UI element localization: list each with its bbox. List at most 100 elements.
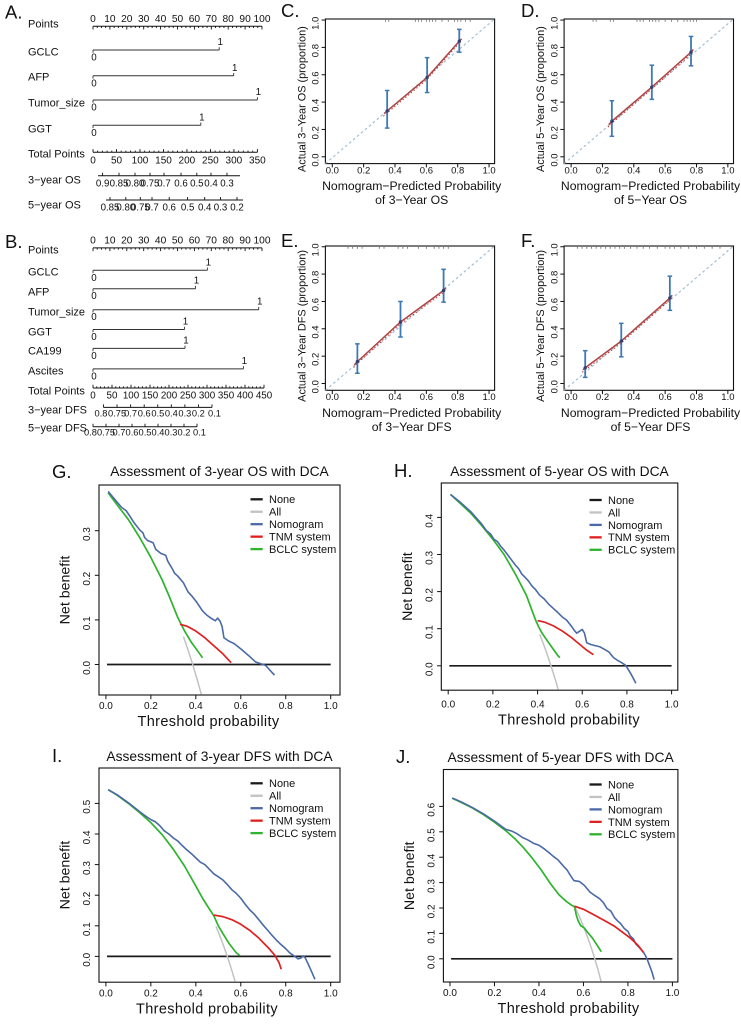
svg-text:0.8: 0.8 — [621, 988, 635, 999]
svg-text:3−year OS: 3−year OS — [28, 175, 81, 187]
svg-text:B.: B. — [5, 231, 22, 252]
svg-text:0.4: 0.4 — [549, 325, 560, 338]
svg-text:0.2: 0.2 — [178, 428, 191, 438]
svg-text:20: 20 — [121, 235, 133, 246]
svg-text:TNM system: TNM system — [269, 532, 331, 544]
svg-text:0.4: 0.4 — [627, 392, 640, 403]
svg-text:0.7: 0.7 — [113, 428, 126, 438]
svg-text:0.6: 0.6 — [549, 71, 560, 84]
svg-text:0.6: 0.6 — [162, 203, 175, 214]
svg-text:0.3: 0.3 — [424, 551, 435, 565]
svg-text:C.: C. — [281, 0, 300, 21]
svg-text:1.0: 1.0 — [324, 701, 338, 712]
svg-text:None: None — [269, 778, 295, 790]
svg-text:Tumor_size: Tumor_size — [28, 307, 85, 319]
svg-text:Threshold probability: Threshold probability — [138, 714, 280, 730]
svg-text:Assessment of 5-year DFS with: Assessment of 5-year DFS with DCA — [448, 750, 675, 765]
svg-text:0: 0 — [91, 371, 97, 382]
svg-text:200: 200 — [161, 390, 178, 401]
svg-text:60: 60 — [189, 235, 201, 246]
svg-text:0.0: 0.0 — [82, 952, 93, 966]
svg-text:0.8: 0.8 — [549, 271, 560, 284]
svg-text:AFP: AFP — [28, 72, 49, 84]
svg-text:0.0: 0.0 — [564, 165, 577, 176]
svg-text:Assessment of 5-year OS with D: Assessment of 5-year OS with DCA — [450, 464, 669, 479]
svg-text:of 5−Year DFS: of 5−Year DFS — [611, 420, 691, 434]
svg-text:0.4: 0.4 — [311, 99, 322, 112]
svg-text:1.0: 1.0 — [482, 392, 495, 403]
svg-text:0.2: 0.2 — [82, 891, 93, 905]
svg-text:0.4: 0.4 — [388, 165, 401, 176]
svg-text:0.6: 0.6 — [311, 71, 322, 84]
svg-text:All: All — [269, 507, 281, 519]
svg-text:450: 450 — [256, 390, 273, 401]
svg-text:0.4: 0.4 — [189, 988, 203, 999]
svg-text:0: 0 — [91, 53, 97, 64]
svg-text:1.0: 1.0 — [482, 165, 495, 176]
svg-text:CA199: CA199 — [28, 346, 62, 358]
svg-text:1.0: 1.0 — [721, 165, 734, 176]
svg-text:0.4: 0.4 — [549, 99, 560, 112]
svg-text:0.8: 0.8 — [620, 700, 634, 711]
svg-text:Actual 5−Year DFS (proportion): Actual 5−Year DFS (proportion) — [535, 250, 547, 402]
svg-text:100: 100 — [123, 390, 140, 401]
svg-text:Assessment of 3-year OS with D: Assessment of 3-year OS with DCA — [110, 464, 329, 479]
svg-text:Total Points: Total Points — [28, 149, 85, 161]
svg-text:1: 1 — [256, 87, 261, 98]
svg-text:TNM system: TNM system — [269, 816, 331, 828]
svg-text:50: 50 — [172, 14, 184, 25]
svg-text:J.: J. — [396, 746, 410, 767]
svg-text:50: 50 — [172, 235, 184, 246]
svg-text:300: 300 — [226, 156, 243, 167]
svg-text:GGT: GGT — [28, 124, 52, 136]
svg-text:1: 1 — [217, 37, 222, 48]
svg-text:0.0: 0.0 — [311, 380, 322, 393]
svg-text:Ascites: Ascites — [28, 366, 64, 378]
svg-text:0.0: 0.0 — [99, 701, 113, 712]
svg-text:0.3: 0.3 — [82, 861, 93, 875]
svg-text:0.5: 0.5 — [139, 428, 152, 438]
svg-text:350: 350 — [249, 156, 266, 167]
svg-text:50: 50 — [111, 156, 123, 167]
svg-text:0.4: 0.4 — [198, 203, 212, 214]
svg-text:40: 40 — [155, 14, 167, 25]
svg-text:0.6: 0.6 — [659, 392, 672, 403]
svg-text:TNM system: TNM system — [608, 817, 670, 829]
svg-text:5−year DFS: 5−year DFS — [28, 423, 87, 435]
svg-text:0.5: 0.5 — [190, 178, 203, 189]
svg-text:400: 400 — [237, 390, 254, 401]
svg-text:0: 0 — [91, 332, 97, 343]
svg-text:200: 200 — [179, 156, 196, 167]
svg-text:70: 70 — [206, 235, 218, 246]
svg-text:0.2: 0.2 — [549, 126, 560, 139]
svg-text:0: 0 — [91, 312, 97, 323]
svg-text:AFP: AFP — [28, 287, 49, 299]
svg-text:0.8: 0.8 — [279, 988, 293, 999]
svg-text:60: 60 — [189, 14, 201, 25]
svg-text:150: 150 — [142, 390, 159, 401]
svg-text:0.6: 0.6 — [549, 298, 560, 311]
svg-text:Assessment of 3-year DFS with: Assessment of 3-year DFS with DCA — [106, 749, 333, 764]
svg-text:0.6: 0.6 — [575, 700, 589, 711]
svg-text:0.3: 0.3 — [214, 203, 227, 214]
svg-text:0: 0 — [91, 291, 97, 302]
svg-text:0.4: 0.4 — [388, 392, 401, 403]
svg-text:Actual 5−Year OS (proportion): Actual 5−Year OS (proportion) — [535, 26, 547, 172]
svg-text:Net benefit: Net benefit — [402, 841, 418, 910]
svg-text:Threshold probability: Threshold probability — [498, 712, 640, 728]
svg-text:0.80: 0.80 — [126, 178, 145, 189]
svg-text:0.8: 0.8 — [690, 392, 703, 403]
svg-text:0.85: 0.85 — [110, 178, 129, 189]
svg-text:H.: H. — [394, 460, 413, 481]
svg-text:1.0: 1.0 — [311, 243, 322, 256]
svg-text:Actual 3−Year DFS (proportion): Actual 3−Year DFS (proportion) — [297, 250, 309, 402]
svg-text:Threshold probability: Threshold probability — [498, 1001, 640, 1017]
svg-text:Nomogram: Nomogram — [269, 803, 323, 815]
svg-text:0.4: 0.4 — [189, 701, 203, 712]
svg-text:0.6: 0.6 — [234, 701, 248, 712]
svg-text:0.4: 0.4 — [204, 178, 218, 189]
svg-text:1.0: 1.0 — [721, 392, 734, 403]
svg-text:80: 80 — [223, 235, 235, 246]
svg-text:1: 1 — [183, 335, 188, 346]
svg-text:0.2: 0.2 — [311, 126, 322, 139]
